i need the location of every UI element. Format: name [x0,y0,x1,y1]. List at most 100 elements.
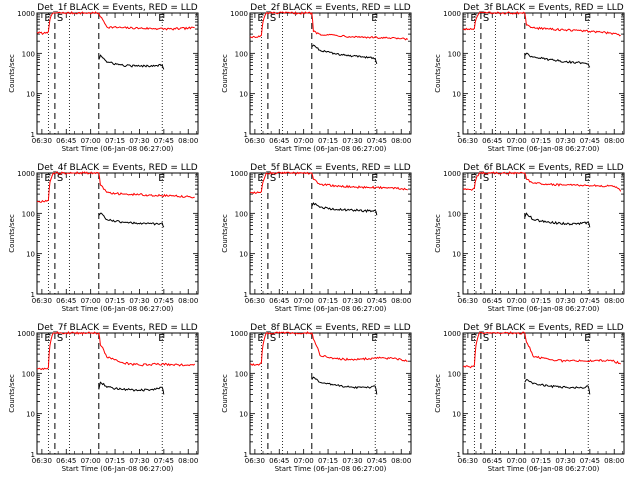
chart-title: Det_6f BLACK = Events, RED = LLD [463,163,623,173]
x-tick-label: 07:15 [531,297,551,305]
x-tick-label: 07:15 [105,457,125,465]
time-marker-label: E [44,173,50,184]
series-lld-line [249,331,408,366]
x-tick-label: 07:00 [294,137,314,145]
x-tick-label: 07:45 [367,457,387,465]
y-tick-label: 100 [235,210,248,218]
time-marker-label: E [257,173,263,184]
x-tick-label: 07:30 [342,297,362,305]
x-tick-label: 08:00 [391,457,411,465]
y-tick-label: 1000 [230,10,248,18]
x-tick-label: 07:00 [507,457,527,465]
chart-title: Det_2f BLACK = Events, RED = LLD [250,3,410,13]
y-tick-label: 1000 [230,330,248,338]
x-tick-label: 07:00 [294,457,314,465]
plot-frame [36,12,199,135]
series-lld-line [249,171,408,194]
x-axis-label: Start Time (06-Jan-08 06:27:00) [488,305,600,313]
x-tick-label: 06:45 [269,457,289,465]
x-tick-label: 08:00 [178,137,198,145]
y-axis-label: Counts/sec [8,214,16,253]
y-axis-label: Counts/sec [434,374,442,413]
series-events-line [524,52,591,68]
x-tick-label: 07:15 [318,297,338,305]
series-events-line [98,54,165,70]
x-tick-label: 07:00 [294,297,314,305]
x-axis-label: Start Time (06-Jan-08 06:27:00) [488,465,600,473]
x-axis-label: Start Time (06-Jan-08 06:27:00) [275,145,387,153]
y-tick-label: 10 [452,411,461,419]
x-tick-label: 06:30 [245,457,265,465]
y-tick-label: 100 [22,210,35,218]
x-tick-label: 07:15 [105,137,125,145]
x-tick-label: 06:30 [32,457,52,465]
time-marker-label: E [44,13,50,24]
chart-panel: Det_1f BLACK = Events, RED = LLD 1 10 100 10… [8,3,199,153]
y-tick-label: 1 [31,131,35,139]
x-tick-label: 07:30 [342,457,362,465]
x-tick-label: 07:45 [580,457,600,465]
time-marker-label: S [57,333,63,344]
time-marker-label: E [257,13,263,24]
time-marker-label: S [483,333,489,344]
x-tick-label: 06:45 [269,297,289,305]
y-tick-label: 100 [235,370,248,378]
x-tick-label: 08:00 [391,297,411,305]
y-tick-label: 10 [239,91,248,99]
y-axis-label: Counts/sec [221,214,229,253]
time-marker-label: E [470,173,476,184]
y-tick-label: 100 [448,210,461,218]
y-tick-label: 1 [31,291,35,299]
plot-frame [462,12,625,135]
time-marker-label: E [158,333,164,344]
x-tick-label: 07:30 [129,297,149,305]
x-tick-label: 07:30 [342,137,362,145]
x-tick-label: 07:15 [531,457,551,465]
x-tick-label: 07:15 [531,137,551,145]
y-tick-label: 1 [244,291,248,299]
time-marker-label: S [270,173,276,184]
y-tick-label: 10 [26,411,35,419]
chart-title: Det_7f BLACK = Events, RED = LLD [37,323,197,333]
x-tick-label: 07:30 [129,457,149,465]
time-marker-label: E [470,13,476,24]
x-tick-label: 07:15 [318,457,338,465]
chart-title: Det_4f BLACK = Events, RED = LLD [37,163,197,173]
x-axis-label: Start Time (06-Jan-08 06:27:00) [488,145,600,153]
x-tick-label: 07:00 [81,297,101,305]
y-tick-label: 1000 [443,330,461,338]
x-tick-label: 06:30 [458,137,478,145]
series-events-line [98,381,165,395]
chart-panel: Det_4f BLACK = Events, RED = LLD 1 10 100 10… [8,163,199,313]
time-marker-label: E [158,173,164,184]
x-axis-label: Start Time (06-Jan-08 06:27:00) [275,465,387,473]
x-tick-label: 06:30 [245,297,265,305]
time-marker-label: E [44,333,50,344]
plot-frame [36,332,199,455]
x-tick-label: 07:30 [555,297,575,305]
time-marker-label: E [584,13,590,24]
x-tick-label: 06:45 [56,137,76,145]
y-tick-label: 1000 [17,170,35,178]
y-tick-label: 10 [452,91,461,99]
x-tick-label: 08:00 [604,297,624,305]
y-tick-label: 100 [22,370,35,378]
time-marker-label: S [483,13,489,24]
series-lld-line [462,11,621,37]
y-tick-label: 100 [235,50,248,58]
time-marker-label: E [257,333,263,344]
x-tick-label: 07:45 [580,137,600,145]
series-events-line [98,212,165,228]
plot-frame [249,332,412,455]
x-tick-label: 08:00 [178,457,198,465]
x-tick-label: 06:45 [482,297,502,305]
y-axis-label: Counts/sec [434,214,442,253]
plot-frame [249,172,412,295]
chart-panel: Det_5f BLACK = Events, RED = LLD 1 10 100 10… [221,163,412,313]
x-tick-label: 06:30 [458,457,478,465]
x-tick-label: 07:45 [154,457,174,465]
x-tick-label: 06:45 [482,137,502,145]
series-events-line [311,376,378,395]
x-tick-label: 07:45 [154,297,174,305]
